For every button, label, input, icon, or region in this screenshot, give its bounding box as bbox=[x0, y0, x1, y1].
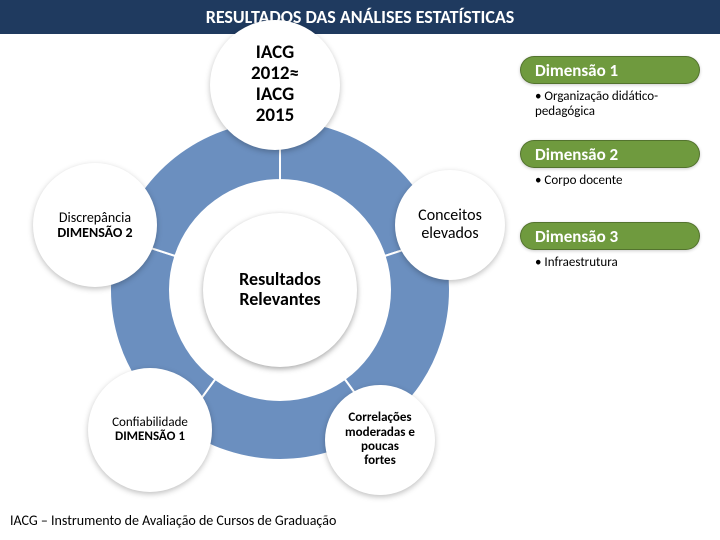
dimension-3-box: Dimensão 3 bbox=[520, 222, 700, 250]
dimension-2-label: Dimensão 2 bbox=[535, 144, 618, 165]
dimension-3-label: Dimensão 3 bbox=[535, 226, 618, 247]
node-center-label: ResultadosRelevantes bbox=[239, 270, 321, 310]
dimension-1-box: Dimensão 1 bbox=[520, 56, 700, 84]
node-right-label: Conceitoselevados bbox=[418, 207, 482, 242]
node-bottom-left-label: ConfiabilidadeDIMENSÃO 1 bbox=[112, 416, 188, 445]
dimension-2-box: Dimensão 2 bbox=[520, 140, 700, 168]
dimension-3-desc: Infraestrutura bbox=[535, 256, 715, 271]
node-right: Conceitoselevados bbox=[395, 170, 505, 280]
node-left-label: DiscrepânciaDIMENSÃO 2 bbox=[57, 210, 132, 241]
node-left: DiscrepânciaDIMENSÃO 2 bbox=[33, 163, 157, 287]
dimension-2-desc: Corpo docente bbox=[535, 174, 715, 189]
node-bottom-left: ConfiabilidadeDIMENSÃO 1 bbox=[88, 368, 212, 492]
dimension-1-desc: Organização didático-pedagógica bbox=[535, 90, 715, 120]
node-center: ResultadosRelevantes bbox=[203, 213, 357, 367]
title-bar: RESULTADOS DAS ANÁLISES ESTATÍSTICAS bbox=[0, 0, 720, 34]
node-bottom: Correlaçõesmoderadas epoucasfortes bbox=[325, 385, 435, 495]
node-top: IACG2012≈IACG2015 bbox=[210, 20, 340, 150]
node-bottom-label: Correlaçõesmoderadas epoucasfortes bbox=[345, 411, 415, 468]
dimension-1-label: Dimensão 1 bbox=[535, 60, 618, 81]
node-top-label: IACG2012≈IACG2015 bbox=[251, 43, 299, 127]
footer-note: IACG – Instrumento de Avaliação de Curso… bbox=[10, 512, 336, 529]
